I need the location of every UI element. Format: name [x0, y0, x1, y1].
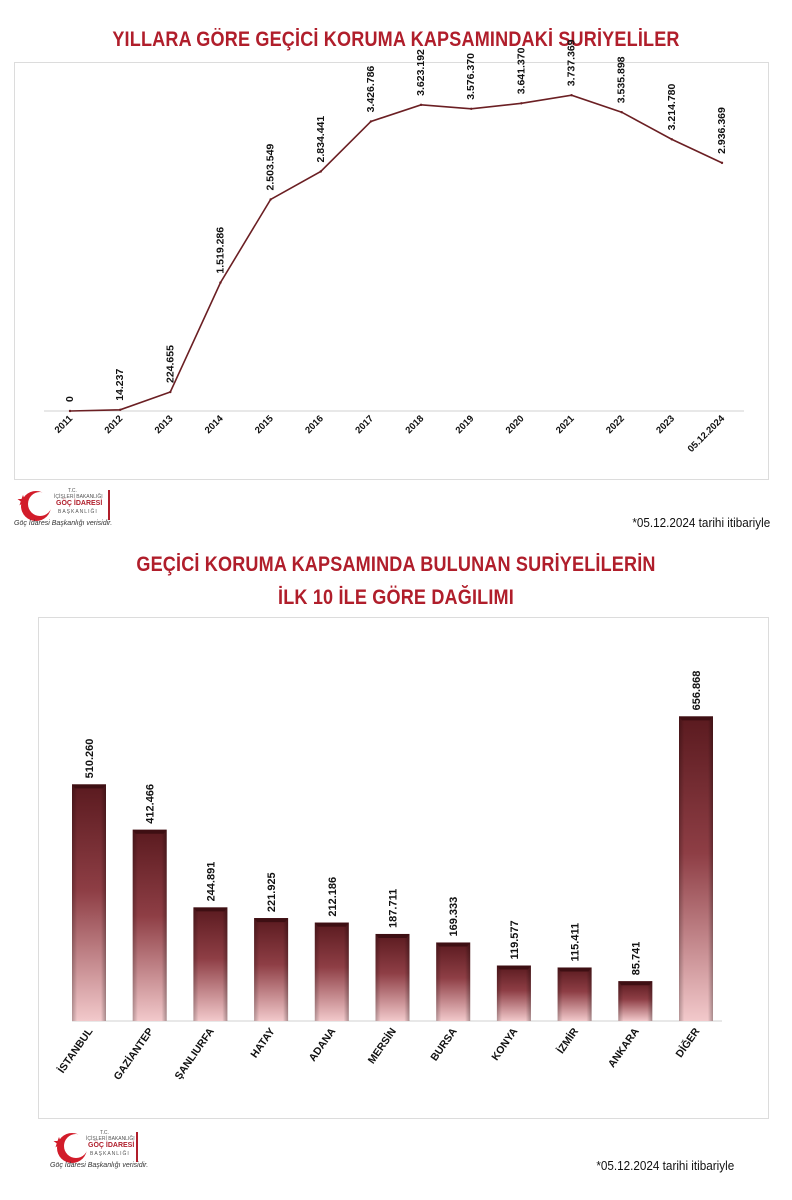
data-point — [520, 102, 523, 105]
logo-line1: T.C. — [100, 1130, 109, 1136]
data-label: 3.535.898 — [616, 56, 628, 103]
logo-line1: T.C. — [68, 488, 77, 494]
bar-top — [72, 784, 106, 789]
data-point — [169, 390, 172, 394]
logo-caption: Göç İdaresi Başkanlığı verisidir. — [50, 1162, 149, 1169]
data-point — [570, 93, 573, 97]
data-point — [118, 408, 122, 411]
data-point — [620, 111, 623, 114]
logo-bottom: T.C. İÇİŞLERİ BAKANLIĞI GÖÇ İDARESİ BAŞK… — [50, 1128, 160, 1172]
data-point — [269, 198, 272, 201]
x-tick-label: İZMİR — [554, 1025, 581, 1056]
data-label: 1.519.286 — [214, 227, 226, 274]
x-tick-label: ADANA — [307, 1026, 339, 1064]
crescent-star-icon — [17, 490, 110, 521]
bar-shade — [436, 942, 471, 1021]
line-chart: 0201114.2372012224.65520131.519.28620142… — [44, 39, 744, 455]
x-tick-label: DİĞER — [673, 1025, 703, 1060]
data-label: 115.411 — [570, 923, 582, 962]
data-label: 3.641.370 — [515, 47, 527, 94]
series-line — [69, 94, 723, 412]
bar-top — [436, 942, 471, 947]
data-label: 187.711 — [388, 889, 400, 928]
bar-chart-title-line2: İLK 10 İLE GÖRE DAĞILIMI — [278, 586, 514, 609]
x-tick-label: BURSA — [428, 1026, 459, 1064]
x-tick-label: KONYA — [489, 1026, 520, 1063]
logo-line4: BAŞKANLIĞI — [58, 509, 98, 515]
logo-line2: İÇİŞLERİ BAKANLIĞI — [86, 1136, 135, 1142]
data-point — [470, 107, 473, 110]
data-label: 3.214.780 — [666, 83, 678, 130]
x-tick-label: ANKARA — [606, 1025, 642, 1069]
bar-shade — [72, 784, 106, 1021]
data-label: 656.868 — [691, 671, 703, 711]
bar-shade — [314, 922, 349, 1021]
bar-top — [496, 965, 531, 970]
bar-top — [132, 829, 167, 834]
bar-shade — [557, 967, 592, 1021]
x-tick-label: İSTANBUL — [55, 1025, 96, 1076]
bar-top — [314, 922, 349, 927]
data-label: 224.655 — [164, 345, 176, 383]
data-label: 2.936.369 — [716, 107, 728, 154]
crescent-star-icon — [53, 1132, 138, 1163]
bar-top — [618, 981, 653, 986]
data-label: 169.333 — [448, 897, 460, 937]
logo-line4: BAŞKANLIĞI — [90, 1151, 130, 1157]
x-tick-label: ŞANLIURFA — [173, 1026, 218, 1082]
logo-caption: Göç İdaresi Başkanlığı verisidir. — [14, 520, 113, 527]
x-tick-label: MERSİN — [365, 1025, 399, 1066]
bar-shade — [375, 933, 410, 1021]
bar-top — [193, 907, 228, 912]
data-point — [219, 281, 222, 284]
data-label: 85.741 — [630, 942, 642, 976]
bar-top — [375, 933, 410, 938]
data-label: 3.623.192 — [415, 49, 427, 96]
data-point — [319, 170, 322, 173]
data-label: 2.834.441 — [315, 116, 327, 163]
data-label: 244.891 — [205, 862, 217, 902]
bar-chart: 510.260 İSTANBUL 412.466 GAZİANTEP 244.891 ŞA… — [55, 671, 722, 1082]
bar-shade — [679, 716, 713, 1021]
logo-line2: İÇİŞLERİ BAKANLIĞI — [54, 494, 103, 500]
bar-shade — [132, 829, 167, 1021]
logo-top: T.C. İÇİŞLERİ BAKANLIĞI GÖÇ İDARESİ BAŞK… — [14, 486, 124, 530]
bar-top — [254, 918, 289, 923]
data-point — [68, 409, 72, 413]
data-point — [369, 120, 373, 123]
line-chart-title: YILLARA GÖRE GEÇİCİ KORUMA KAPSAMINDAKİ … — [112, 28, 680, 51]
bar-top — [557, 967, 592, 972]
bar-shade — [618, 981, 653, 1021]
data-label: 2.503.549 — [265, 144, 277, 191]
data-label: 3.426.786 — [365, 66, 377, 113]
data-label: 3.576.370 — [465, 53, 477, 100]
data-label: 14.237 — [114, 369, 126, 401]
x-tick-label: HATAY — [248, 1026, 277, 1060]
data-point — [670, 138, 674, 141]
bar-shade — [193, 907, 228, 1021]
data-label: 510.260 — [84, 739, 96, 779]
data-label: 0 — [64, 396, 76, 402]
bar-chart-note: *05.12.2024 tarihi itibariyle — [596, 1158, 734, 1173]
data-point — [720, 161, 724, 165]
logo-line3: GÖÇ İDARESİ — [56, 500, 103, 507]
data-point — [419, 103, 423, 107]
x-tick-label: GAZİANTEP — [111, 1025, 156, 1082]
bar-shade — [254, 918, 289, 1021]
data-label: 412.466 — [145, 784, 157, 824]
line-chart-note: *05.12.2024 tarihi itibariyle — [632, 515, 770, 530]
data-label: 221.925 — [266, 872, 278, 912]
bar-chart-title-line1: GEÇİCİ KORUMA KAPSAMINDA BULUNAN SURİYEL… — [136, 553, 656, 576]
data-label: 119.577 — [509, 920, 521, 959]
data-label: 212.186 — [327, 877, 339, 917]
bar-shade — [496, 965, 531, 1021]
bar-top — [679, 716, 713, 721]
line-chart-panel — [14, 62, 769, 480]
data-label: 3.737.369 — [566, 39, 578, 86]
logo-line3: GÖÇ İDARESİ — [88, 1142, 135, 1149]
